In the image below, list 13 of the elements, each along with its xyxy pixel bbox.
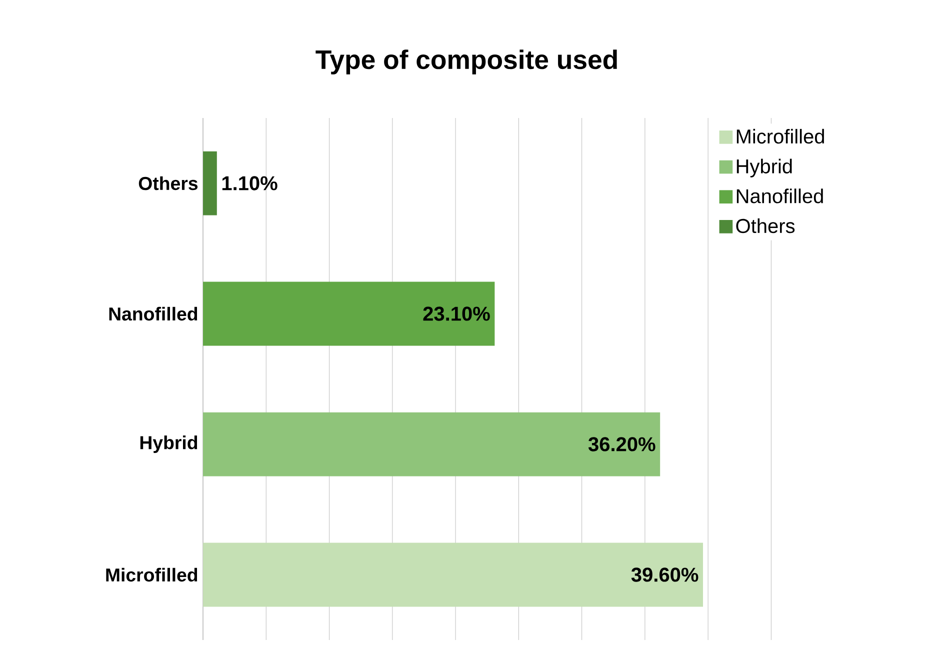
legend-label: Microfilled [736,128,824,144]
y-tick-label: Nanofilled [109,306,198,321]
legend-label: Nanofilled [736,188,823,204]
data-label: 39.60% [631,568,698,582]
chart-title: Type of composite used [316,50,617,74]
data-label: 23.10% [423,306,490,321]
data-label: 1.10% [222,176,278,190]
legend-label: Hybrid [736,158,792,178]
y-tick-label: Microfilled [106,568,198,582]
y-tick-label: Others [138,176,198,190]
legend-label: Others [736,218,795,234]
y-tick-label: Hybrid [140,436,198,453]
data-label: 36.20% [588,437,656,452]
